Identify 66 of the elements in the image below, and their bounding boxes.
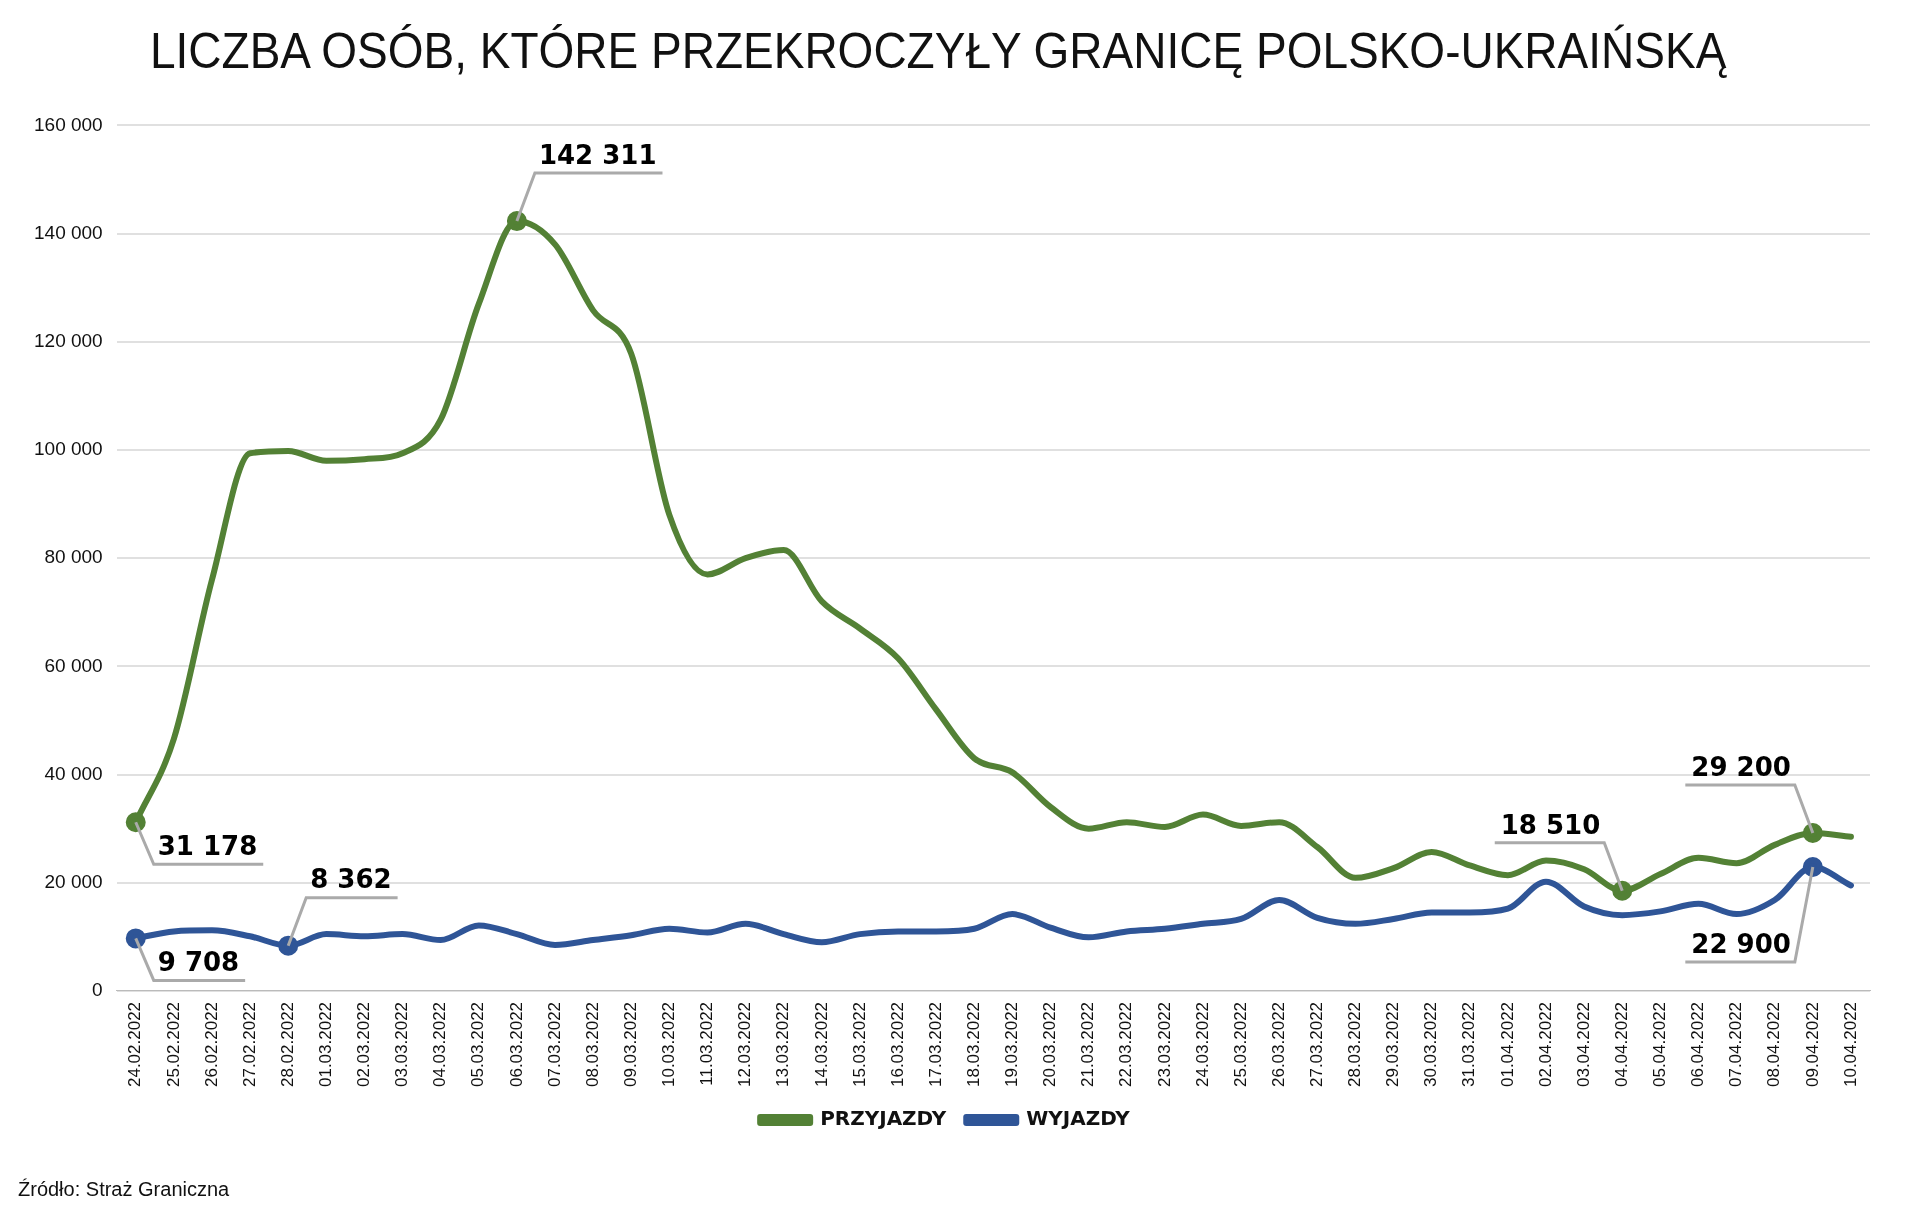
data-label: 22 900	[1691, 928, 1791, 959]
x-tick-label: 23.03.2022	[1154, 1001, 1174, 1088]
x-tick-label: 14.03.2022	[811, 1001, 831, 1088]
x-tick-label: 01.04.2022	[1497, 1001, 1517, 1088]
x-tick-label: 04.03.2022	[430, 1001, 450, 1088]
x-tick-label: 10.03.2022	[659, 1001, 679, 1088]
x-tick-label: 18.03.2022	[963, 1001, 983, 1088]
x-tick-label: 05.04.2022	[1650, 1001, 1670, 1088]
x-tick-label: 02.03.2022	[354, 1001, 374, 1088]
data-label: 9 708	[157, 947, 240, 978]
x-tick-label: 05.03.2022	[468, 1001, 488, 1088]
x-tick-label: 30.03.2022	[1421, 1001, 1441, 1088]
x-tick-label: 27.03.2022	[1307, 1001, 1327, 1088]
x-tick-label: 28.03.2022	[1345, 1001, 1365, 1088]
x-tick-label: 07.04.2022	[1726, 1001, 1746, 1088]
data-label: 29 200	[1691, 751, 1791, 782]
x-tick-label: 03.03.2022	[392, 1001, 412, 1088]
x-tick-label: 31.03.2022	[1459, 1001, 1479, 1088]
x-tick-label: 24.03.2022	[1192, 1001, 1212, 1088]
x-tick-label: 07.03.2022	[544, 1001, 564, 1088]
x-tick-label: 12.03.2022	[735, 1001, 755, 1088]
x-tick-label: 26.03.2022	[1268, 1001, 1288, 1088]
x-tick-label: 04.04.2022	[1611, 1001, 1631, 1088]
x-tick-label: 19.03.2022	[1002, 1001, 1022, 1088]
x-tick-label: 25.02.2022	[163, 1001, 183, 1088]
x-tick-label: 08.03.2022	[582, 1001, 602, 1088]
x-tick-label: 06.03.2022	[506, 1001, 526, 1088]
x-tick-label: 08.04.2022	[1764, 1001, 1784, 1088]
y-tick-label: 20 000	[44, 870, 103, 892]
x-tick-label: 13.03.2022	[773, 1001, 793, 1088]
x-tick-label: 25.03.2022	[1230, 1001, 1250, 1088]
x-tick-label: 28.02.2022	[277, 1001, 297, 1088]
data-label: 8 362	[310, 864, 392, 895]
data-label: 18 510	[1500, 809, 1601, 840]
x-tick-label: 16.03.2022	[887, 1001, 907, 1088]
x-tick-label: 09.04.2022	[1802, 1001, 1822, 1088]
y-tick-label: 60 000	[44, 654, 103, 676]
x-tick-label: 03.04.2022	[1573, 1001, 1593, 1088]
x-tick-label: 15.03.2022	[849, 1001, 869, 1088]
x-tick-label: 17.03.2022	[925, 1001, 945, 1088]
y-tick-label: 80 000	[44, 546, 103, 568]
data-label: 31 178	[157, 831, 258, 862]
y-tick-label: 100 000	[33, 438, 103, 460]
x-tick-label: 24.02.2022	[125, 1001, 145, 1088]
y-tick-label: 0	[92, 979, 103, 1001]
y-tick-label: 120 000	[33, 330, 103, 352]
y-tick-label: 140 000	[33, 221, 103, 243]
x-tick-label: 21.03.2022	[1078, 1001, 1098, 1088]
data-label: 142 311	[538, 139, 657, 170]
text: Źródło: Straż Graniczna	[18, 1178, 230, 1201]
legend-label: WYJAZDY	[1026, 1106, 1131, 1131]
chart-title: LICZBA OSÓB, KTÓRE PRZEKROCZYŁY GRANICĘ POLSKO-UKRAIŃSKĄ	[150, 22, 1727, 80]
x-tick-label: 09.03.2022	[620, 1001, 640, 1088]
x-tick-label: 29.03.2022	[1383, 1001, 1403, 1088]
x-tick-label: 06.04.2022	[1688, 1001, 1708, 1088]
x-tick-label: 22.03.2022	[1116, 1001, 1136, 1088]
y-tick-label: 40 000	[44, 762, 103, 784]
x-tick-label: 02.04.2022	[1535, 1001, 1555, 1088]
x-tick-label: 11.03.2022	[697, 1001, 717, 1086]
x-tick-label: 26.02.2022	[201, 1001, 221, 1088]
x-tick-label: 10.04.2022	[1840, 1001, 1860, 1088]
x-tick-label: 20.03.2022	[1040, 1001, 1060, 1088]
legend-label: PRZYJAZDY	[820, 1106, 947, 1131]
x-tick-label: 01.03.2022	[316, 1001, 335, 1088]
y-tick-label: 160 000	[33, 113, 103, 135]
x-tick-label: 27.02.2022	[239, 1001, 259, 1088]
